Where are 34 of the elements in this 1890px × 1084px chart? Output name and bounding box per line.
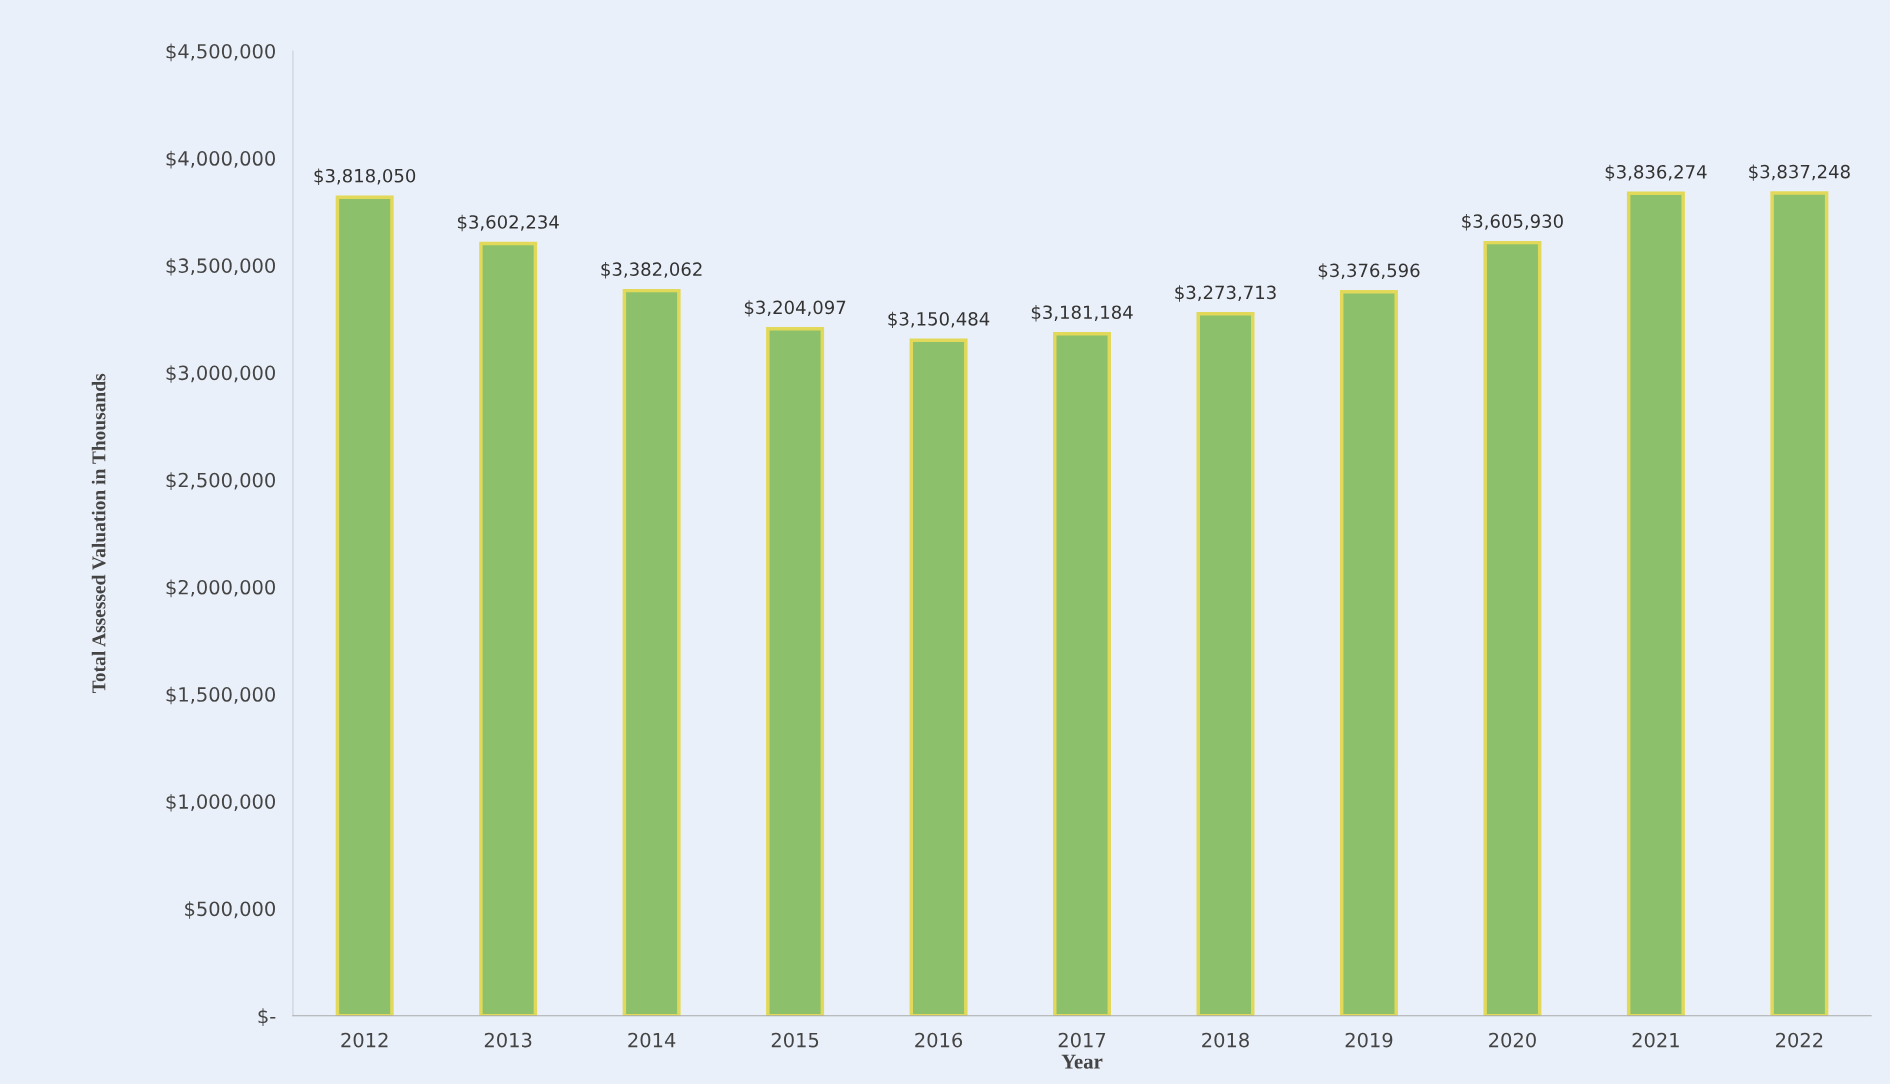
x-tick-label: 2013 [484,1032,532,1048]
data-label: $3,602,234 [457,214,559,232]
y-tick-label: $3,500,000 [166,257,275,276]
x-tick-label: 2022 [1776,1032,1823,1048]
x-axis-title: Year [1061,1054,1103,1069]
y-tick-label: $- [258,1008,276,1026]
x-tick-label: 2020 [1489,1032,1536,1048]
x-tick-label: 2021 [1632,1032,1679,1048]
x-tick-label: 2018 [1202,1032,1249,1048]
data-label: $3,382,062 [601,262,702,279]
data-label: $3,818,050 [314,168,416,185]
y-tick-label: $2,000,000 [166,579,275,598]
data-label: $3,836,274 [1605,164,1707,182]
data-label: $3,181,184 [1031,305,1133,322]
y-axis-title: Total Assessed Valuation in Thousands [91,373,106,693]
y-tick-label: $2,500,000 [166,472,275,490]
y-tick-label: $4,000,000 [166,150,275,169]
x-tick-label: 2019 [1345,1032,1393,1048]
data-label: $3,204,097 [744,300,846,317]
x-tick-label: 2015 [771,1032,819,1048]
y-tick-label: $4,500,000 [166,43,275,62]
y-tick-label: $1,500,000 [166,686,275,705]
x-tick-label: 2017 [1058,1032,1106,1048]
data-label: $3,150,484 [888,311,990,329]
y-tick-label: $1,000,000 [166,793,275,812]
x-tick-label: 2012 [341,1032,388,1048]
data-label: $3,837,248 [1749,164,1850,181]
x-tick-label: 2014 [628,1032,676,1048]
x-tick-label: 2016 [915,1032,963,1048]
y-tick-label: $3,000,000 [166,365,275,383]
data-label: $3,605,930 [1462,214,1563,231]
data-label: $3,273,713 [1175,285,1276,302]
y-tick-label: $500,000 [185,901,275,919]
data-label: $3,376,596 [1318,263,1420,280]
